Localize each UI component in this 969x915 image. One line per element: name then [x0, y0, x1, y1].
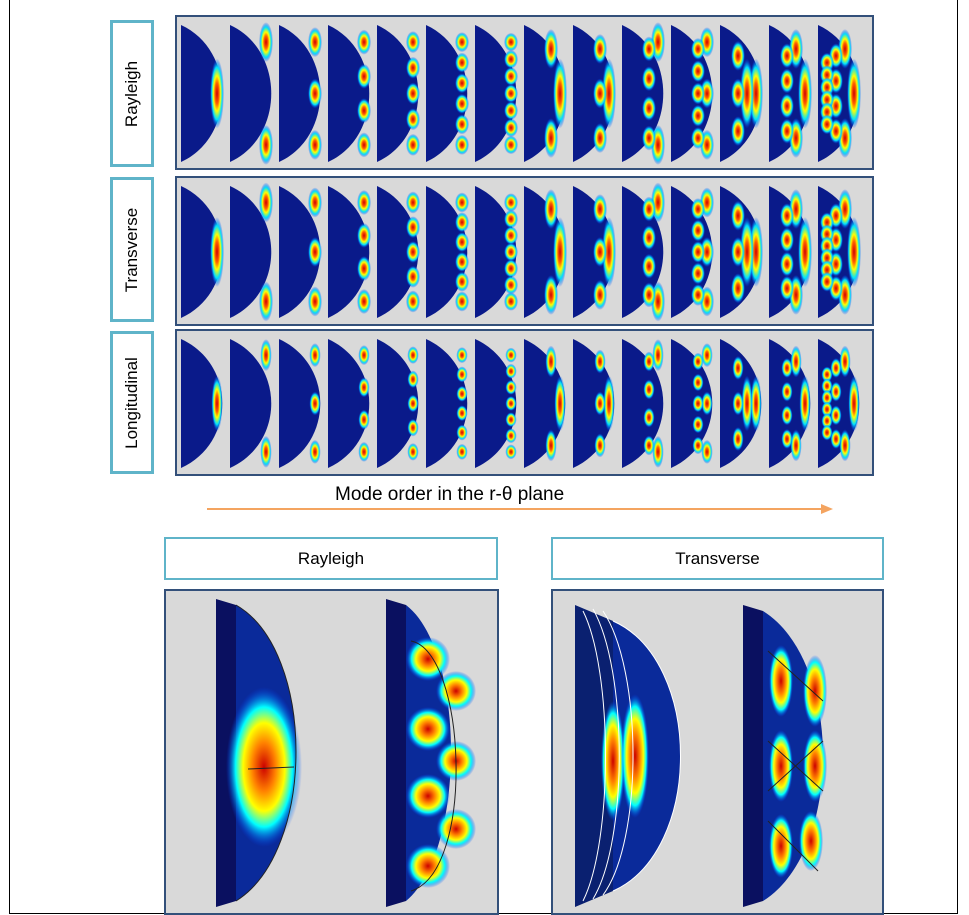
mode-shape [818, 25, 861, 162]
mode-shape [181, 186, 224, 318]
mode-shape [671, 339, 713, 468]
mode-shape [769, 186, 812, 318]
mode-strip-rayleigh [181, 22, 861, 165]
mode-shape [230, 339, 272, 468]
mode-shape [181, 25, 224, 162]
mode-shape [426, 339, 468, 468]
bottom-label-transverse-text: Transverse [675, 548, 760, 568]
mode-shape [279, 186, 322, 318]
transverse-3d-modes [575, 605, 827, 907]
mode-shape [573, 25, 616, 162]
transverse-3d-shape-high-order [743, 605, 827, 907]
mode-shape [475, 339, 517, 468]
mode-shape [475, 25, 518, 162]
mode-shape [769, 25, 812, 162]
rayleigh-3d-shape-fundamental [216, 599, 302, 907]
mode-strip-longitudinal [181, 339, 860, 468]
mode-shape [818, 186, 861, 318]
mode-shape [818, 339, 860, 468]
mode-shape [279, 339, 321, 468]
mode-panel-rayleigh [175, 15, 874, 170]
row-label-rayleigh-text: Rayleigh [122, 60, 141, 127]
row-label-longitudinal: Longitudinal [110, 331, 154, 474]
mode-shape [426, 186, 469, 318]
mode-order-arrow [207, 504, 833, 514]
mode-shape [426, 25, 469, 162]
bottom-label-transverse: Transverse [551, 537, 884, 580]
transverse-3d-shape-fundamental [575, 605, 681, 907]
mode-shape [573, 339, 615, 468]
row-label-transverse-text: Transverse [122, 207, 141, 292]
mode-panel-longitudinal [175, 329, 874, 476]
rayleigh-3d-modes [216, 599, 476, 907]
mode-shape [475, 186, 518, 318]
mode-shape [622, 22, 665, 165]
bottom-label-rayleigh: Rayleigh [164, 537, 498, 580]
row-label-transverse: Transverse [110, 177, 154, 322]
mode-shape [671, 186, 714, 318]
mode-shape [622, 182, 665, 322]
mode-shape [720, 25, 763, 162]
mode-shape [377, 186, 420, 318]
mode-shape [720, 186, 763, 318]
mode-shape [328, 186, 371, 318]
mode-shape [622, 339, 664, 468]
mode-strip-transverse [181, 182, 861, 322]
mode-shape [377, 339, 419, 468]
mode-shape [279, 25, 322, 162]
mode-shape [524, 25, 567, 162]
mode-shape [230, 22, 273, 165]
mode-shape [720, 339, 762, 468]
rayleigh-3d-shape-high-order [386, 599, 476, 907]
mode-shape [230, 182, 273, 322]
mode-shape [573, 186, 616, 318]
bottom-panel-transverse [551, 589, 884, 915]
row-label-longitudinal-text: Longitudinal [122, 356, 142, 449]
mode-shape [671, 25, 714, 162]
mode-shape [524, 339, 566, 468]
row-label-rayleigh: Rayleigh [110, 20, 154, 167]
mode-shape [181, 339, 223, 468]
mode-panel-transverse [175, 176, 874, 326]
mode-shape [328, 339, 370, 468]
mode-shape [377, 25, 420, 162]
mode-shape [328, 25, 371, 162]
mode-shape [769, 339, 811, 468]
mode-order-caption: Mode order in the r-θ plane [335, 484, 565, 505]
bottom-panel-rayleigh [164, 589, 499, 915]
bottom-label-rayleigh-text: Rayleigh [297, 548, 365, 568]
mode-shape [524, 186, 567, 318]
